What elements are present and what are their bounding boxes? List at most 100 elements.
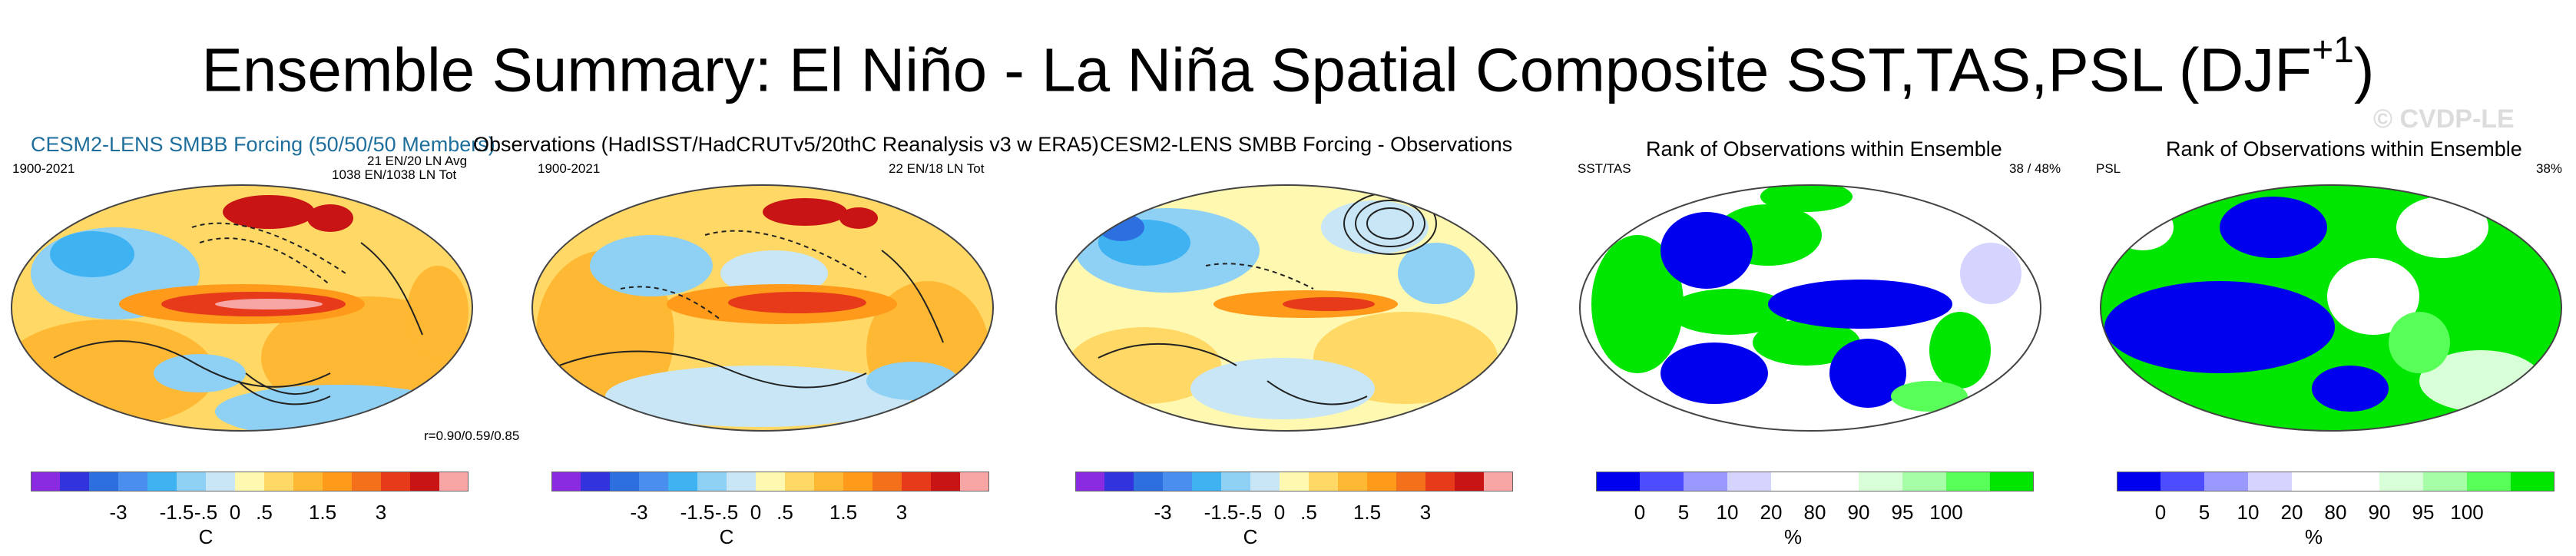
colorbar-swatch: [2204, 472, 2249, 491]
map-rank-psl: [2100, 184, 2562, 432]
colorbar-unit-label: %: [2304, 525, 2323, 548]
panel-5-title: Rank of Observations within Ensemble: [2166, 137, 2522, 161]
colorbar-tick-label: -.5: [714, 501, 739, 524]
colorbar-swatch: [756, 472, 786, 491]
colorbar-tick-label: 10: [2237, 501, 2260, 524]
panel-2-title: Observations (HadISST/HadCRUTv5/20thC Re…: [473, 133, 1099, 156]
colorbar-tick-label: 80: [1803, 501, 1826, 524]
colorbar-swatch: [931, 472, 961, 491]
colorbar-tick-label: 95: [1891, 501, 1914, 524]
colorbar-unit-label: C: [198, 525, 214, 548]
colorbar-swatch: [2117, 472, 2161, 491]
colorbar-tick-label: 1.5: [1353, 501, 1382, 524]
colorbar-swatch: [1250, 472, 1280, 491]
figure-title-superscript: +1: [2312, 30, 2354, 71]
colorbar-swatch: [1192, 472, 1222, 491]
colorbar-swatch: [381, 472, 411, 491]
colorbar-swatch: [727, 472, 757, 491]
colorbar-frame: [31, 472, 469, 491]
colorbar-swatch: [843, 472, 873, 491]
panel-4-percent: 38 / 48%: [2009, 161, 2061, 176]
colorbar-frame: [1075, 472, 1513, 491]
colorbar-tick-label: 100: [2450, 501, 2484, 524]
colorbar-tick-label: 0: [1634, 501, 1646, 524]
colorbar-unit-label: %: [1783, 525, 1803, 548]
colorbar-swatch: [668, 472, 698, 491]
panel-1-event-total: 1038 EN/1038 LN Tot: [332, 167, 457, 182]
colorbar-tick-label: .5: [1300, 501, 1317, 524]
colorbar-tick-label: 0: [1273, 501, 1286, 524]
colorbar-swatch: [581, 472, 611, 491]
colorbar-swatch: [902, 472, 932, 491]
colorbar-tick-label: 20: [2280, 501, 2303, 524]
colorbar-swatch: [439, 472, 469, 491]
colorbar-swatch: [1727, 472, 1772, 491]
colorbar-swatch: [1367, 472, 1397, 491]
colorbar-tick-label: 1.5: [308, 501, 337, 524]
colorbar-swatch: [872, 472, 902, 491]
colorbar-swatch: [89, 472, 119, 491]
colorbar-tick-label: -1.5: [680, 501, 715, 524]
colorbar-swatch: [1684, 472, 1728, 491]
figure-title-text: Ensemble Summary: El Niño - La Niña Spat…: [201, 35, 2313, 104]
colorbar-tick-label: -.5: [1238, 501, 1263, 524]
colorbar-swatch: [1425, 472, 1455, 491]
colorbar-swatch: [2467, 472, 2511, 491]
colorbar-swatch: [2511, 472, 2554, 491]
colorbar-swatch: [323, 472, 353, 491]
colorbar-swatch: [1902, 472, 1947, 491]
colorbar-tick-label: 0: [2154, 501, 2167, 524]
colorbar-swatch: [2292, 472, 2336, 491]
map-rank-sst-tas: [1579, 184, 2041, 432]
colorbar-tick-label: 5: [2198, 501, 2210, 524]
colorbar-rank-psl: [2117, 472, 2554, 491]
colorbar-swatch: [2336, 472, 2380, 491]
colorbar-swatch: [118, 472, 148, 491]
colorbar-frame: [2117, 472, 2554, 491]
panel-5-percent: 38%: [2536, 161, 2563, 176]
colorbar-frame: [551, 472, 989, 491]
colorbar-swatch: [1815, 472, 1859, 491]
colorbar-swatch: [1596, 472, 1641, 491]
colorbar-rank-sst-tas: [1596, 472, 2034, 491]
colorbar-swatch: [2379, 472, 2424, 491]
colorbar-swatch: [206, 472, 236, 491]
colorbar-swatch: [610, 472, 640, 491]
panel-4-variable: SST/TAS: [1578, 161, 1631, 176]
colorbar-swatch: [31, 472, 61, 491]
colorbar-tick-label: 1.5: [829, 501, 858, 524]
colorbar-tick-label: 3: [896, 501, 908, 524]
colorbar-unit-label: C: [1243, 525, 1258, 548]
colorbar-swatch: [1163, 472, 1193, 491]
colorbar-tick-label: 10: [1716, 501, 1739, 524]
map-ensemble-composite: [11, 184, 473, 432]
colorbar-swatch: [410, 472, 440, 491]
colorbar-swatch: [1104, 472, 1134, 491]
panel-1-pattern-correlation: r=0.90/0.59/0.85: [424, 429, 520, 443]
map-difference: [1055, 184, 1518, 432]
figure-title-close: ): [2353, 35, 2375, 104]
colorbar-swatch: [1309, 472, 1339, 491]
panel-1-title: CESM2-LENS SMBB Forcing (50/50/50 Member…: [31, 133, 495, 156]
colorbar-ensemble: [31, 472, 469, 491]
colorbar-tick-label: -.5: [194, 501, 218, 524]
colorbar-swatch: [264, 472, 294, 491]
colorbar-tick-label: 90: [2368, 501, 2391, 524]
panel-2-period: 1900-2021: [538, 161, 601, 176]
colorbar-tick-label: 3: [375, 501, 387, 524]
colorbar-tick-label: 3: [1419, 501, 1432, 524]
colorbar-swatch: [2423, 472, 2468, 491]
colorbar-swatch: [1771, 472, 1816, 491]
panel-1-period: 1900-2021: [12, 161, 75, 176]
colorbar-swatch: [1484, 472, 1513, 491]
colorbar-tick-label: -3: [1154, 501, 1172, 524]
colorbar-swatch: [1640, 472, 1684, 491]
colorbar-swatch: [235, 472, 265, 491]
panel-2-event-total: 22 EN/18 LN Tot: [889, 161, 985, 176]
colorbar-tick-label: 0: [229, 501, 241, 524]
colorbar-swatch: [1280, 472, 1310, 491]
colorbar-observations: [551, 472, 989, 491]
colorbar-tick-label: 0: [750, 501, 762, 524]
figure-title: Ensemble Summary: El Niño - La Niña Spat…: [0, 22, 2576, 108]
colorbar-tick-label: .5: [776, 501, 793, 524]
